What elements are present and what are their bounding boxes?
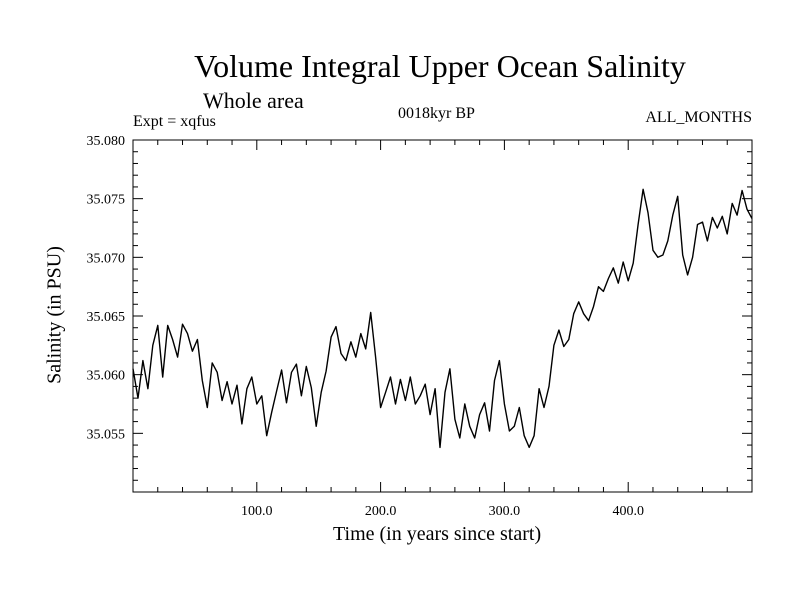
x-tick-label: 300.0: [489, 504, 521, 519]
y-tick-label: 35.055: [87, 427, 126, 442]
chart-subtitle: Whole area: [203, 88, 304, 113]
y-tick-label: 35.065: [87, 310, 126, 325]
axis-ticks: [133, 140, 752, 492]
months-label: ALL_MONTHS: [645, 109, 752, 126]
x-tick-label: 100.0: [241, 504, 273, 519]
y-tick-label: 35.070: [87, 251, 126, 266]
x-axis-title: Time (in years since start): [333, 523, 542, 545]
y-tick-label: 35.075: [87, 193, 126, 208]
experiment-label: Expt = xqfus: [133, 113, 216, 130]
axis-tick-labels: 100.0 200.0 300.0 400.0 35.055 35.060 35.065 35…: [87, 134, 644, 519]
y-tick-label: 35.060: [87, 369, 126, 384]
period-label: 0018kyr BP: [398, 105, 475, 122]
y-tick-label: 35.080: [87, 134, 126, 149]
plot-frame: [132, 139, 753, 493]
x-tick-label: 200.0: [365, 504, 397, 519]
x-tick-label: 400.0: [612, 504, 644, 519]
chart-title: Volume Integral Upper Ocean Salinity: [194, 48, 686, 84]
salinity-series-line: [132, 188, 753, 449]
